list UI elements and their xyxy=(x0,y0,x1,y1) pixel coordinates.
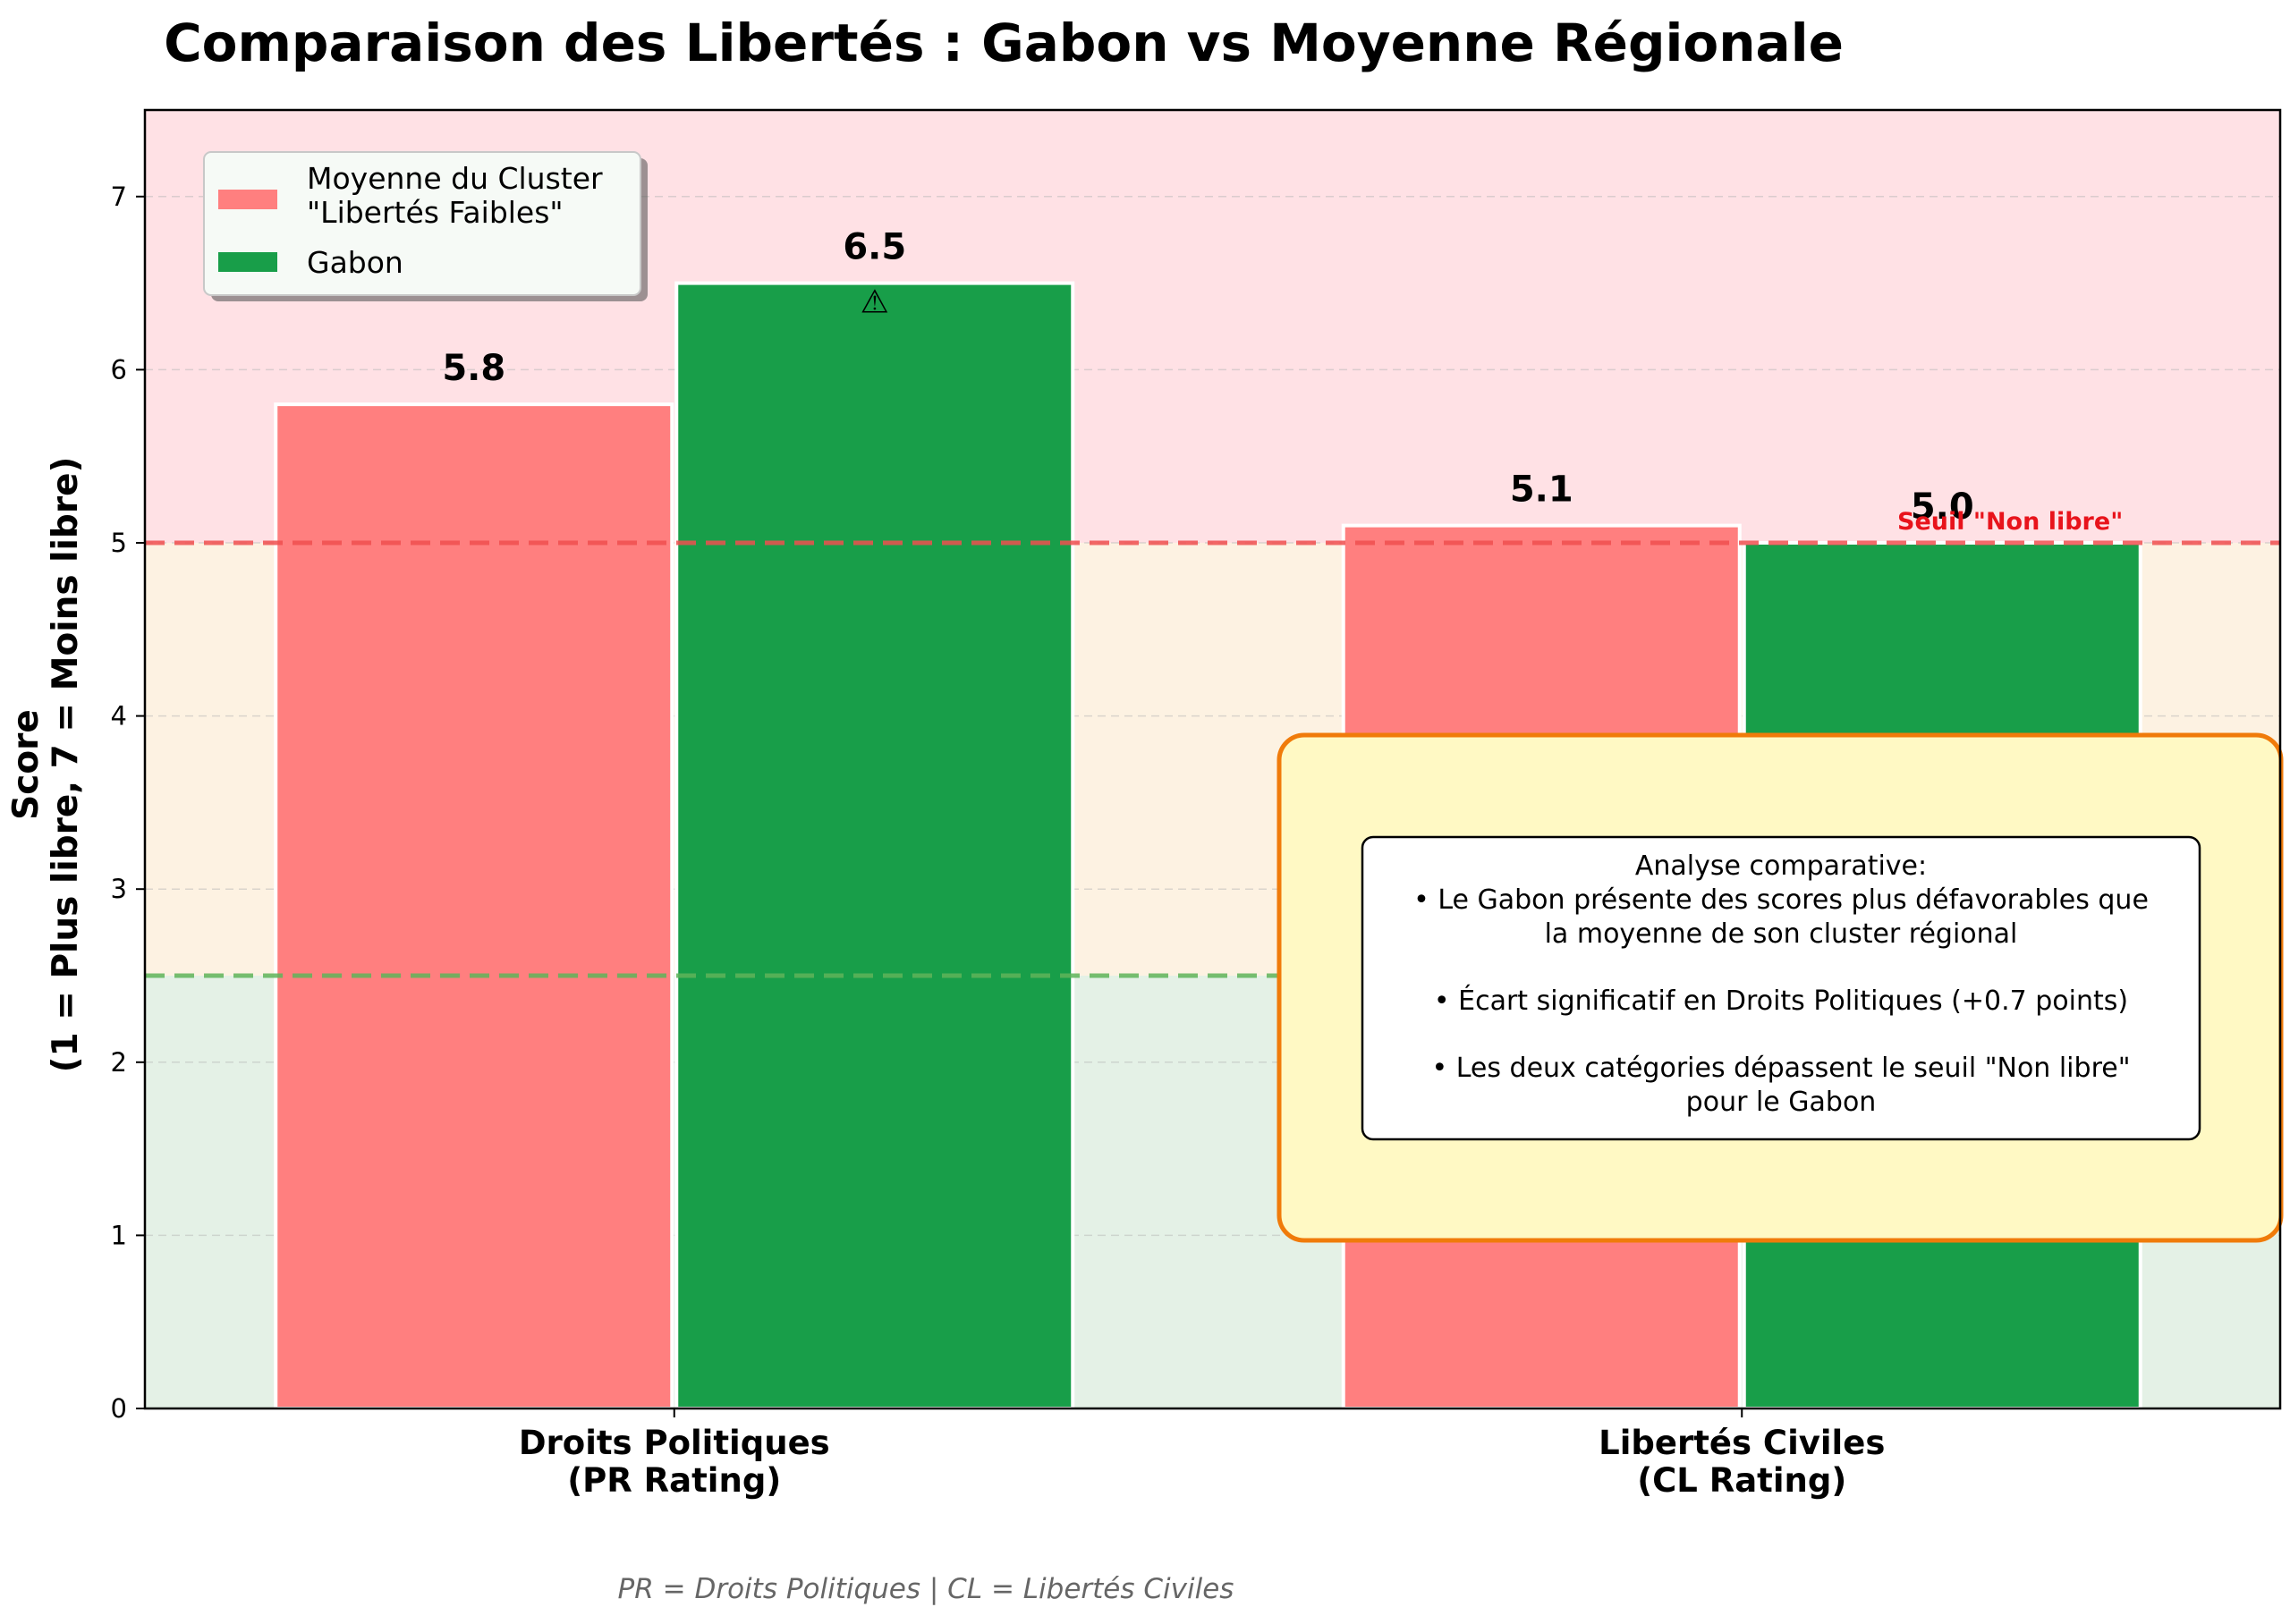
legend-label: Moyenne du Cluster xyxy=(307,161,603,196)
legend-label: "Libertés Faibles" xyxy=(307,195,564,230)
axes-frame xyxy=(143,108,2282,1410)
annotation-line-7: pour le Gabon xyxy=(1686,1087,1877,1118)
x-tick-label: Libertés Civiles xyxy=(1599,1424,1885,1462)
legend-swatch-gabon xyxy=(218,252,277,272)
bar-value-label: 6.5 xyxy=(843,227,906,268)
annotation-line-6: • Les deux catégories dépassent le seuil… xyxy=(1431,1053,2130,1084)
threshold-label-0: Seuil "Non libre" xyxy=(1897,508,2123,536)
annotation-inner-box xyxy=(1361,835,2201,1141)
y-axis-label: Score (1 = Plus libre, 7 = Moins libre) xyxy=(6,457,86,1073)
y-tick-label: 3 xyxy=(111,874,127,904)
y-axis-label-line: (1 = Plus libre, 7 = Moins libre) xyxy=(46,457,86,1073)
x-tick-label: (CL Rating) xyxy=(1637,1461,1846,1500)
annotation-line-2: la moyenne de son cluster régional xyxy=(1545,918,2018,950)
y-tick-label: 5 xyxy=(111,528,127,558)
legend: Moyenne du Cluster"Libertés Faibles" Gabo… xyxy=(203,151,648,301)
legend-label: Gabon xyxy=(307,245,403,280)
annotation-line-0: Analyse comparative: xyxy=(1635,850,1927,882)
bar-value-label: 5.1 xyxy=(1510,469,1573,511)
legend-swatch-cluster xyxy=(218,190,277,209)
chart-title: Comparaison des Libertés : Gabon vs Moye… xyxy=(164,13,1844,73)
y-tick-label: 7 xyxy=(111,182,127,212)
bar-cluster-0 xyxy=(274,402,674,1410)
y-tick-label: 1 xyxy=(111,1220,127,1250)
y-tick-label: 6 xyxy=(111,354,127,385)
x-tick-label: Droits Politiques xyxy=(519,1424,830,1462)
legend-frame xyxy=(203,151,641,296)
bar-value-label: 5.0 xyxy=(1911,486,1974,528)
x-tick-label: (PR Rating) xyxy=(567,1461,781,1500)
y-axis-label-line: Score xyxy=(6,709,47,820)
y-tick-label: 4 xyxy=(111,701,127,732)
chart-footer: PR = Droits Politiques | CL = Libertés C… xyxy=(618,1573,1234,1605)
bar-gabon-0 xyxy=(674,281,1075,1411)
warning-icon: ⚠ xyxy=(861,284,889,321)
y-tick-label: 0 xyxy=(111,1393,127,1424)
annotation-line-4: • Écart significatif en Droits Politique… xyxy=(1434,985,2128,1017)
bar-value-label: 5.8 xyxy=(442,348,505,389)
annotation-line-1: • Le Gabon présente des scores plus défa… xyxy=(1413,884,2149,916)
y-tick-label: 2 xyxy=(111,1047,127,1078)
